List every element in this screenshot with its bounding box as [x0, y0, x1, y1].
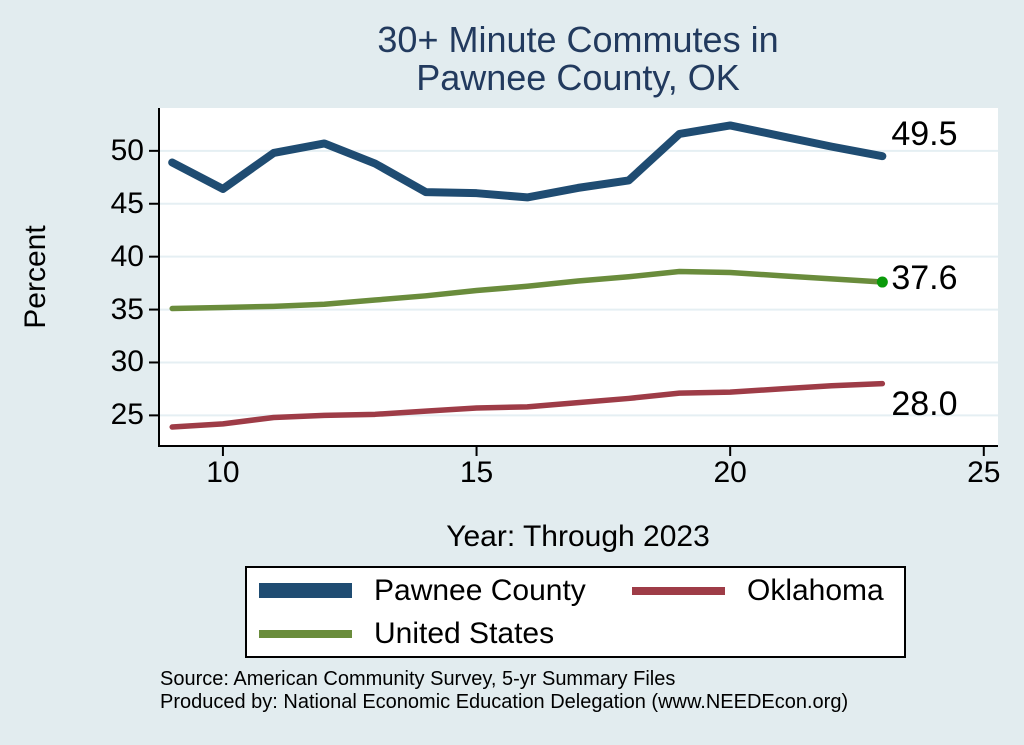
end-label-oklahoma: 28.0 — [891, 384, 958, 423]
legend: Pawnee County Oklahoma United States — [245, 566, 906, 658]
legend-label-pawnee-county: Pawnee County — [374, 573, 586, 607]
series-end-marker-united-states — [876, 276, 888, 288]
legend-item-pawnee-county: Pawnee County — [259, 574, 632, 608]
y-tick-label: 35 — [110, 292, 144, 326]
source-note: Source: American Community Survey, 5-yr … — [160, 668, 848, 714]
end-label-united-states: 37.6 — [891, 259, 958, 298]
x-tick-label: 10 — [206, 456, 240, 489]
y-tick-label: 45 — [110, 186, 144, 220]
series-line-united-states — [169, 268, 886, 312]
series-line-oklahoma — [169, 380, 886, 430]
legend-swatch-united-states — [259, 629, 352, 638]
y-tick-label: 30 — [110, 345, 144, 379]
legend-swatch-pawnee-county — [259, 583, 352, 598]
legend-item-oklahoma: Oklahoma — [632, 574, 904, 608]
x-tick-label: 20 — [713, 456, 747, 489]
chart-title: 30+ Minute Commutes in Pawnee County, OK — [158, 21, 998, 97]
legend-swatch-oklahoma — [632, 586, 725, 595]
y-tick-label: 25 — [110, 398, 144, 432]
x-axis-title: Year: Through 2023 — [446, 520, 710, 553]
legend-label-oklahoma: Oklahoma — [747, 573, 884, 607]
y-tick-label: 40 — [110, 239, 144, 273]
end-label-pawnee-county: 49.5 — [891, 115, 958, 154]
y-tick-label: 50 — [110, 133, 144, 167]
x-tick-label: 15 — [459, 456, 494, 489]
chart-title-line1: 30+ Minute Commutes in — [377, 19, 779, 60]
chart-title-line2: Pawnee County, OK — [416, 57, 740, 98]
source-line: Source: American Community Survey, 5-yr … — [160, 668, 676, 690]
legend-item-united-states: United States — [259, 617, 632, 651]
x-tick-label: 25 — [967, 456, 1001, 489]
produced-by-line: Produced by: National Economic Education… — [160, 691, 849, 713]
plot-background — [160, 108, 998, 445]
y-axis-title: Percent — [19, 225, 52, 329]
series-line-pawnee-county — [168, 121, 887, 202]
legend-label-united-states: United States — [374, 616, 555, 650]
